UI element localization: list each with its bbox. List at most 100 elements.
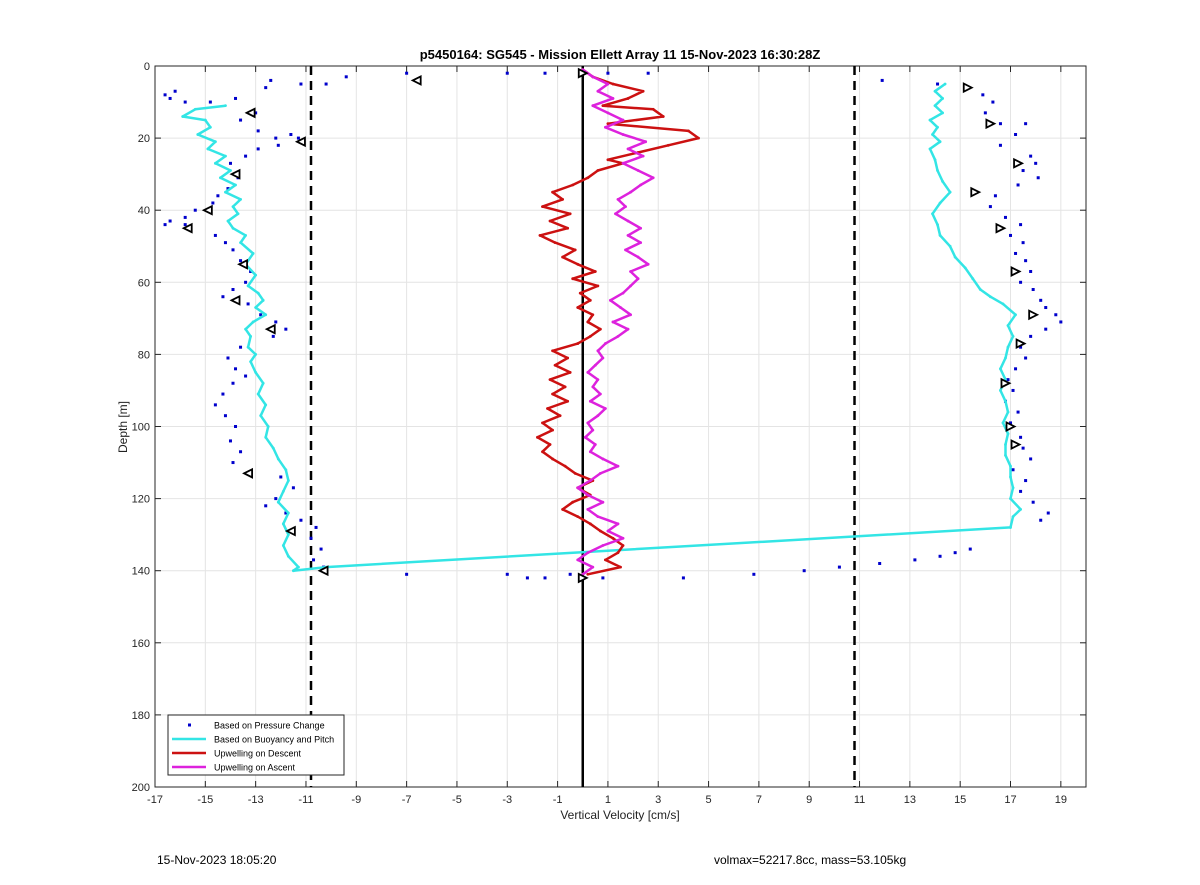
line-vertex xyxy=(596,169,600,172)
line-vertex xyxy=(573,248,577,252)
data-point xyxy=(802,569,806,573)
data-point xyxy=(1003,215,1007,219)
chart-title: p5450164: SG545 - Mission Ellett Array 1… xyxy=(420,47,821,62)
line-vertex xyxy=(948,244,952,248)
data-point xyxy=(274,320,278,324)
x-tick-label: -17 xyxy=(147,794,163,806)
data-point xyxy=(1014,132,1018,136)
line-vertex xyxy=(601,544,605,547)
line-vertex xyxy=(621,536,625,540)
line-vertex xyxy=(266,425,270,428)
turn-marker xyxy=(970,186,982,198)
line-vertex xyxy=(941,111,944,115)
data-point xyxy=(405,71,409,75)
line-vertex xyxy=(1004,443,1007,446)
line-vertex xyxy=(644,140,648,144)
line-vertex xyxy=(611,82,615,86)
x-tick-label: -9 xyxy=(351,794,361,806)
turn-marker xyxy=(1013,157,1025,169)
data-point xyxy=(256,147,260,151)
line-vertex xyxy=(616,334,620,338)
x-tick-label: -15 xyxy=(197,794,213,806)
data-point xyxy=(913,558,917,562)
y-tick-label: 180 xyxy=(132,710,150,722)
turn-markers xyxy=(181,67,1040,584)
line-vertex xyxy=(548,378,552,382)
data-point xyxy=(1009,233,1013,237)
line-vertex xyxy=(598,529,602,533)
data-point xyxy=(1021,241,1025,245)
line-vertex xyxy=(256,392,260,396)
line-vertex xyxy=(576,515,580,519)
data-point xyxy=(296,136,300,140)
data-point xyxy=(183,215,187,219)
line-vertex xyxy=(626,234,630,237)
data-point xyxy=(319,547,323,551)
line-vertex xyxy=(264,313,268,317)
line-vertex xyxy=(226,219,230,223)
line-vertex xyxy=(938,140,942,144)
data-point xyxy=(239,118,243,122)
line-vertex xyxy=(596,284,600,288)
line-vertex xyxy=(588,334,592,338)
line-vertex xyxy=(578,291,582,295)
line-vertex xyxy=(616,464,620,468)
line-vertex xyxy=(598,471,602,475)
line-vertex xyxy=(541,450,544,454)
y-axis-label: Depth [m] xyxy=(116,401,130,453)
turn-marker xyxy=(317,565,329,577)
legend-label: Based on Buoyancy and Pitch xyxy=(214,735,334,745)
line-vertex xyxy=(286,511,290,515)
line-vertex xyxy=(586,320,590,324)
data-point xyxy=(213,403,217,407)
line-vertex xyxy=(246,284,250,288)
line-vertex xyxy=(563,464,567,468)
data-point xyxy=(211,201,215,205)
data-point xyxy=(1046,511,1050,515)
line-vertex xyxy=(224,190,227,194)
line-vertex xyxy=(181,115,185,118)
line-vertex xyxy=(261,298,265,302)
line-vertex xyxy=(561,255,565,259)
line-vertex xyxy=(586,572,590,576)
line-vertex xyxy=(601,356,605,360)
line-vertex xyxy=(244,327,247,331)
data-point xyxy=(183,100,187,104)
data-point xyxy=(1059,320,1063,324)
line-vertex xyxy=(988,295,992,299)
data-point xyxy=(1029,334,1033,338)
data-point xyxy=(1016,183,1020,187)
turn-marker xyxy=(1010,439,1022,450)
line-vertex xyxy=(619,565,622,569)
turn-marker xyxy=(410,74,422,86)
turn-marker xyxy=(1000,377,1012,389)
data-point xyxy=(601,576,605,580)
line-vertex xyxy=(291,569,295,573)
y-tick-label: 20 xyxy=(138,133,150,145)
data-point xyxy=(1029,269,1033,273)
line-vertex xyxy=(224,154,227,158)
line-vertex xyxy=(196,133,200,136)
line-vertex xyxy=(1006,345,1010,349)
data-point xyxy=(1034,161,1038,165)
data-point xyxy=(1039,298,1043,302)
data-point xyxy=(646,71,650,75)
data-point xyxy=(271,334,275,338)
data-point xyxy=(1031,288,1035,292)
line-vertex xyxy=(598,392,602,396)
line-vertex xyxy=(639,241,643,245)
turn-marker xyxy=(577,67,589,79)
line-vertex xyxy=(284,468,288,472)
line-vertex xyxy=(264,435,268,439)
line-vertex xyxy=(616,551,620,555)
data-point xyxy=(505,71,509,75)
line-vertex xyxy=(588,399,592,403)
line-vertex xyxy=(928,118,932,122)
line-vertex xyxy=(596,89,600,93)
line-vertex xyxy=(276,500,280,504)
x-tick-label: -11 xyxy=(298,794,313,806)
line-vertex xyxy=(586,551,590,555)
y-tick-label: 60 xyxy=(138,277,150,289)
line-vertex xyxy=(606,122,610,126)
data-point xyxy=(234,96,238,100)
